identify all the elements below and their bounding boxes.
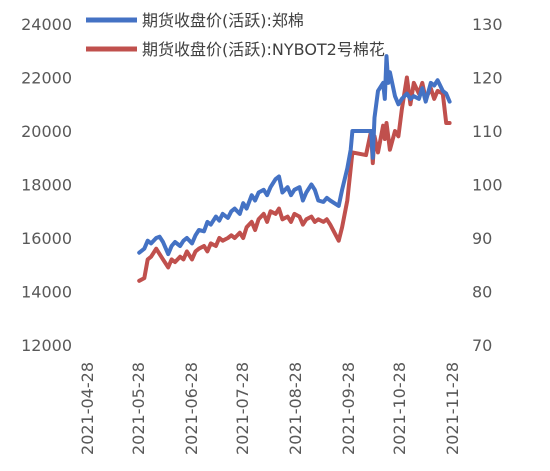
x-tick-label: 2021-08-28 bbox=[286, 362, 305, 455]
right-tick-label: 70 bbox=[472, 336, 492, 355]
left-tick-label: 16000 bbox=[21, 229, 72, 248]
right-tick-label: 90 bbox=[472, 229, 492, 248]
x-axis-ticks: 2021-04-28 2021-05-28 2021-06-28 2021-07-28… bbox=[78, 362, 462, 455]
right-tick-label: 100 bbox=[472, 176, 503, 195]
left-tick-label: 12000 bbox=[21, 336, 72, 355]
right-tick-label: 130 bbox=[472, 15, 503, 34]
series-layer bbox=[137, 54, 452, 283]
left-tick-label: 14000 bbox=[21, 283, 72, 302]
left-tick-label: 18000 bbox=[21, 176, 72, 195]
left-tick-label: 24000 bbox=[21, 15, 72, 34]
right-tick-label: 80 bbox=[472, 283, 492, 302]
right-tick-label: 120 bbox=[472, 69, 503, 88]
nybot-cotton-series-line bbox=[137, 75, 452, 283]
x-tick-label: 2021-11-28 bbox=[443, 362, 462, 455]
right-axis-ticks: 130 120 110 100 90 80 70 bbox=[472, 15, 503, 355]
left-axis-ticks: 24000 22000 20000 18000 16000 14000 12000 bbox=[21, 15, 72, 355]
legend-label: 期货收盘价(活跃):NYBOT2号棉花 bbox=[142, 40, 385, 59]
x-tick-label: 2021-10-28 bbox=[390, 362, 409, 455]
legend-label: 期货收盘价(活跃):郑棉 bbox=[142, 11, 304, 30]
x-tick-label: 2021-04-28 bbox=[78, 362, 97, 455]
x-tick-label: 2021-09-28 bbox=[339, 362, 358, 455]
zhengzhou-cotton-series-line bbox=[137, 54, 452, 257]
left-tick-label: 22000 bbox=[21, 69, 72, 88]
x-tick-label: 2021-07-28 bbox=[233, 362, 252, 455]
left-tick-label: 20000 bbox=[21, 122, 72, 141]
x-tick-label: 2021-05-28 bbox=[129, 362, 148, 455]
x-tick-label: 2021-06-28 bbox=[182, 362, 201, 455]
right-tick-label: 110 bbox=[472, 122, 503, 141]
